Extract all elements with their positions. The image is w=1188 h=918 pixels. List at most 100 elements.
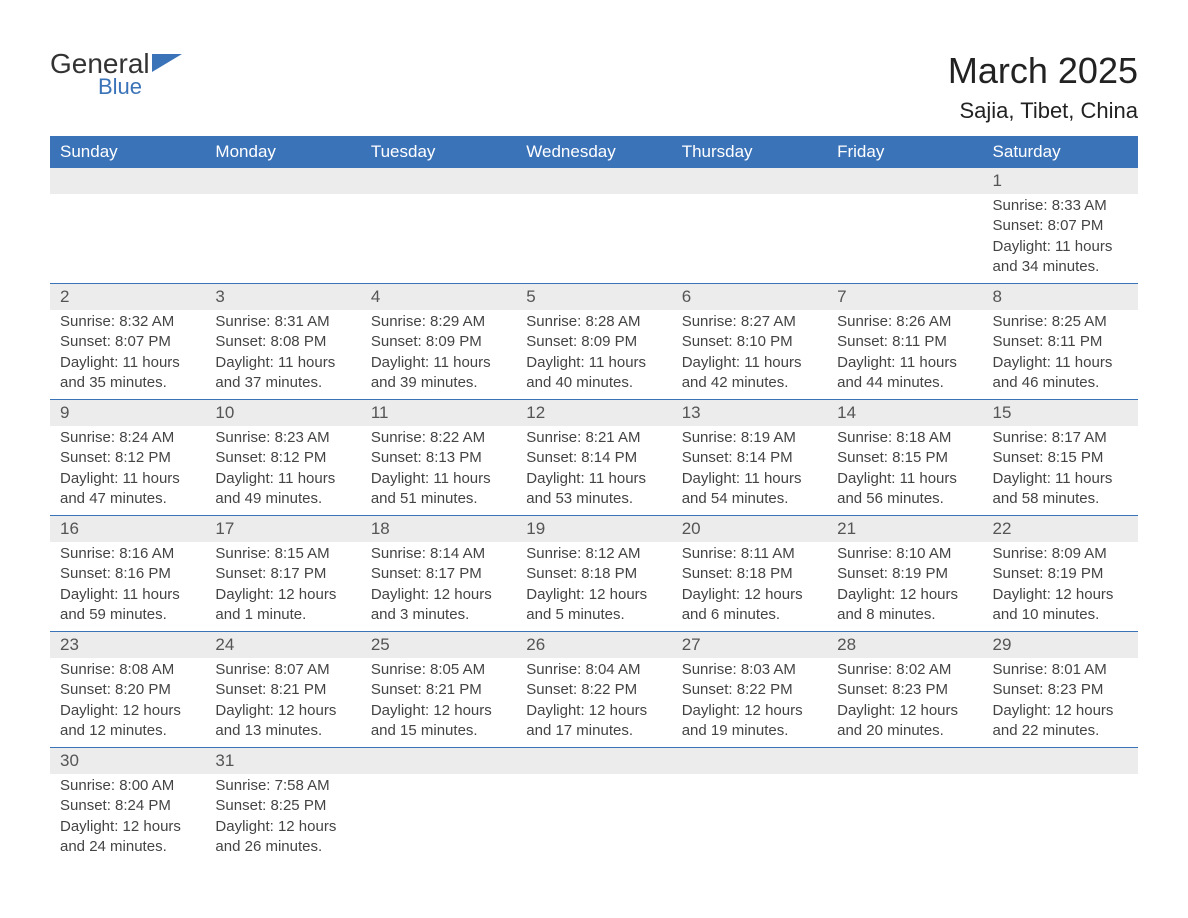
day-daylight2: and 51 minutes.	[371, 489, 506, 509]
day-cell: Sunrise: 8:09 AMSunset: 8:19 PMDaylight:…	[983, 542, 1138, 631]
day-daylight2: and 8 minutes.	[837, 605, 972, 625]
day-sunset: Sunset: 8:23 PM	[837, 680, 972, 700]
calendar-header-row: Sunday Monday Tuesday Wednesday Thursday…	[50, 136, 1138, 168]
day-cell: Sunrise: 8:25 AMSunset: 8:11 PMDaylight:…	[983, 310, 1138, 399]
day-sunrise: Sunrise: 8:09 AM	[993, 544, 1128, 564]
day-daylight2: and 20 minutes.	[837, 721, 972, 741]
day-number	[516, 168, 671, 194]
day-sunrise: Sunrise: 8:29 AM	[371, 312, 506, 332]
day-cell	[516, 194, 671, 283]
day-sunrise: Sunrise: 8:15 AM	[215, 544, 350, 564]
day-sunrise: Sunrise: 8:11 AM	[682, 544, 817, 564]
day-cell	[672, 194, 827, 283]
day-cell	[205, 194, 360, 283]
day-daylight2: and 47 minutes.	[60, 489, 195, 509]
day-number	[672, 748, 827, 774]
day-daylight2: and 53 minutes.	[526, 489, 661, 509]
day-daylight2: and 26 minutes.	[215, 837, 350, 857]
day-sunrise: Sunrise: 8:02 AM	[837, 660, 972, 680]
day-cell: Sunrise: 8:12 AMSunset: 8:18 PMDaylight:…	[516, 542, 671, 631]
day-header: Tuesday	[361, 136, 516, 168]
day-daylight2: and 54 minutes.	[682, 489, 817, 509]
day-sunset: Sunset: 8:17 PM	[371, 564, 506, 584]
day-daylight2: and 5 minutes.	[526, 605, 661, 625]
day-cell: Sunrise: 8:28 AMSunset: 8:09 PMDaylight:…	[516, 310, 671, 399]
day-number: 12	[516, 400, 671, 426]
day-daylight2: and 59 minutes.	[60, 605, 195, 625]
week-content-row: Sunrise: 8:33 AMSunset: 8:07 PMDaylight:…	[50, 194, 1138, 283]
day-daylight2: and 13 minutes.	[215, 721, 350, 741]
day-daylight1: Daylight: 11 hours	[993, 237, 1128, 257]
day-daylight2: and 24 minutes.	[60, 837, 195, 857]
day-sunrise: Sunrise: 8:00 AM	[60, 776, 195, 796]
day-daylight2: and 40 minutes.	[526, 373, 661, 393]
day-cell: Sunrise: 8:11 AMSunset: 8:18 PMDaylight:…	[672, 542, 827, 631]
day-daylight1: Daylight: 11 hours	[371, 353, 506, 373]
title-block: March 2025 Sajia, Tibet, China	[948, 50, 1138, 124]
day-sunrise: Sunrise: 7:58 AM	[215, 776, 350, 796]
week-daynum-row: 1	[50, 168, 1138, 194]
day-cell	[361, 194, 516, 283]
logo-flag-icon	[152, 50, 186, 78]
week-daynum-row: 2345678	[50, 283, 1138, 310]
day-sunrise: Sunrise: 8:33 AM	[993, 196, 1128, 216]
week-content-row: Sunrise: 8:08 AMSunset: 8:20 PMDaylight:…	[50, 658, 1138, 747]
day-cell: Sunrise: 8:31 AMSunset: 8:08 PMDaylight:…	[205, 310, 360, 399]
day-sunset: Sunset: 8:11 PM	[993, 332, 1128, 352]
day-number	[983, 748, 1138, 774]
day-cell: Sunrise: 8:21 AMSunset: 8:14 PMDaylight:…	[516, 426, 671, 515]
day-number: 9	[50, 400, 205, 426]
day-sunrise: Sunrise: 8:23 AM	[215, 428, 350, 448]
day-sunset: Sunset: 8:21 PM	[215, 680, 350, 700]
day-number: 21	[827, 516, 982, 542]
day-sunset: Sunset: 8:12 PM	[60, 448, 195, 468]
day-daylight2: and 22 minutes.	[993, 721, 1128, 741]
day-number: 5	[516, 284, 671, 310]
calendar: Sunday Monday Tuesday Wednesday Thursday…	[50, 136, 1138, 863]
day-number: 10	[205, 400, 360, 426]
day-sunset: Sunset: 8:16 PM	[60, 564, 195, 584]
day-daylight1: Daylight: 12 hours	[682, 585, 817, 605]
day-number: 8	[983, 284, 1138, 310]
day-daylight1: Daylight: 11 hours	[682, 353, 817, 373]
day-number	[827, 748, 982, 774]
day-cell: Sunrise: 8:24 AMSunset: 8:12 PMDaylight:…	[50, 426, 205, 515]
day-daylight1: Daylight: 12 hours	[215, 585, 350, 605]
day-sunset: Sunset: 8:20 PM	[60, 680, 195, 700]
day-cell	[361, 774, 516, 863]
logo: General Blue	[50, 50, 186, 100]
day-daylight2: and 3 minutes.	[371, 605, 506, 625]
day-daylight2: and 56 minutes.	[837, 489, 972, 509]
day-daylight1: Daylight: 11 hours	[526, 353, 661, 373]
logo-text-bottom: Blue	[98, 74, 150, 100]
day-sunrise: Sunrise: 8:05 AM	[371, 660, 506, 680]
day-header: Thursday	[672, 136, 827, 168]
day-number: 1	[983, 168, 1138, 194]
day-number: 2	[50, 284, 205, 310]
day-sunrise: Sunrise: 8:27 AM	[682, 312, 817, 332]
day-sunrise: Sunrise: 8:14 AM	[371, 544, 506, 564]
day-number: 26	[516, 632, 671, 658]
day-sunrise: Sunrise: 8:32 AM	[60, 312, 195, 332]
day-daylight1: Daylight: 12 hours	[837, 701, 972, 721]
day-daylight1: Daylight: 12 hours	[526, 585, 661, 605]
day-sunset: Sunset: 8:07 PM	[993, 216, 1128, 236]
day-sunrise: Sunrise: 8:22 AM	[371, 428, 506, 448]
day-cell: Sunrise: 8:00 AMSunset: 8:24 PMDaylight:…	[50, 774, 205, 863]
day-daylight2: and 17 minutes.	[526, 721, 661, 741]
day-cell	[50, 194, 205, 283]
day-daylight1: Daylight: 11 hours	[682, 469, 817, 489]
day-daylight1: Daylight: 11 hours	[993, 469, 1128, 489]
day-daylight1: Daylight: 11 hours	[993, 353, 1128, 373]
day-daylight2: and 10 minutes.	[993, 605, 1128, 625]
day-sunset: Sunset: 8:18 PM	[526, 564, 661, 584]
day-sunrise: Sunrise: 8:31 AM	[215, 312, 350, 332]
page-subtitle: Sajia, Tibet, China	[948, 98, 1138, 124]
day-number	[672, 168, 827, 194]
day-number	[361, 748, 516, 774]
day-sunset: Sunset: 8:22 PM	[682, 680, 817, 700]
day-sunset: Sunset: 8:14 PM	[526, 448, 661, 468]
day-daylight2: and 44 minutes.	[837, 373, 972, 393]
day-sunset: Sunset: 8:11 PM	[837, 332, 972, 352]
day-cell: Sunrise: 8:23 AMSunset: 8:12 PMDaylight:…	[205, 426, 360, 515]
